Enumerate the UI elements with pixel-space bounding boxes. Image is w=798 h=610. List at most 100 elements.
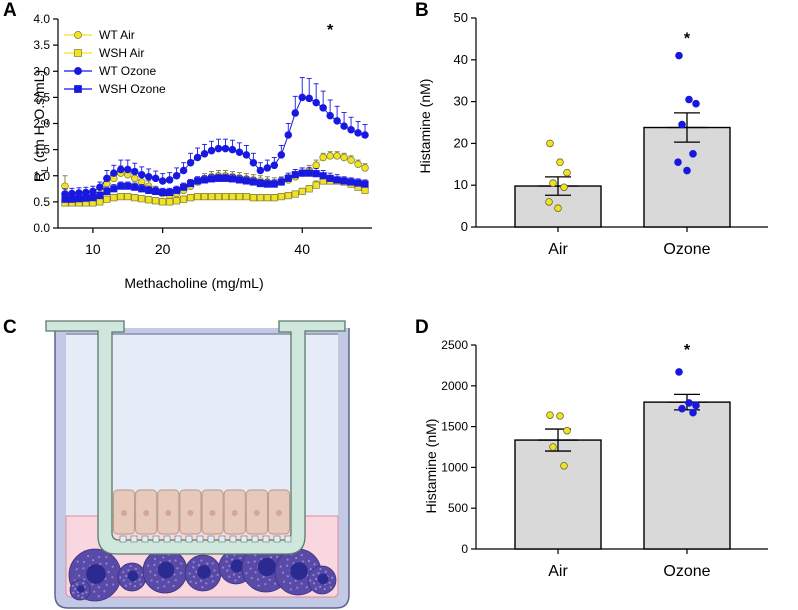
data-point xyxy=(228,145,237,154)
data-point xyxy=(361,131,369,139)
y-tick-label: 500 xyxy=(448,501,468,515)
granule xyxy=(161,578,164,581)
epithelial-nucleus xyxy=(209,510,216,516)
granule xyxy=(268,578,271,581)
y-tick-label: 1.5 xyxy=(33,143,50,157)
granule xyxy=(81,592,84,595)
data-point xyxy=(305,169,313,177)
data-point xyxy=(235,193,243,201)
data-point xyxy=(675,368,683,376)
granule xyxy=(317,572,320,575)
granule xyxy=(234,579,237,582)
data-point xyxy=(221,144,230,153)
granule xyxy=(309,579,312,582)
granule xyxy=(228,575,231,578)
pore xyxy=(229,535,237,543)
mast-cell-nucleus xyxy=(86,564,106,584)
data-point xyxy=(312,98,320,107)
granule xyxy=(105,583,108,586)
mast-cell xyxy=(117,562,147,592)
data-point xyxy=(354,129,362,137)
data-point xyxy=(291,109,299,117)
granule xyxy=(211,562,214,565)
panel-label-c: C xyxy=(3,317,17,338)
y-tick-label: 50 xyxy=(454,10,468,25)
significance-star: * xyxy=(327,22,334,39)
pore xyxy=(196,535,204,543)
granule xyxy=(329,586,332,589)
data-point xyxy=(179,166,188,175)
data-point xyxy=(291,190,299,198)
data-point xyxy=(277,151,286,159)
panel-c-transwell-diagram xyxy=(45,320,350,609)
data-point xyxy=(298,93,306,102)
data-point xyxy=(685,95,693,104)
y-tick-label: 1000 xyxy=(441,460,468,474)
data-point xyxy=(361,180,369,188)
granule xyxy=(247,561,250,564)
data-point xyxy=(263,194,271,202)
granule xyxy=(226,569,229,572)
data-point xyxy=(361,164,369,172)
granule xyxy=(147,564,150,567)
data-point xyxy=(242,151,251,159)
data-point xyxy=(103,174,111,183)
data-point xyxy=(354,179,362,187)
granule xyxy=(269,556,273,559)
granule xyxy=(154,573,157,577)
y-tick-label: 0 xyxy=(461,219,468,234)
granule xyxy=(162,556,165,559)
mast-cell xyxy=(142,548,188,594)
data-point xyxy=(256,180,264,188)
pore xyxy=(207,535,215,543)
granule xyxy=(245,572,248,575)
granule xyxy=(238,575,241,579)
granule xyxy=(309,568,312,571)
granule xyxy=(286,558,289,561)
data-point xyxy=(131,167,139,176)
y-tick-label: 20 xyxy=(454,135,468,150)
granule xyxy=(253,560,256,563)
data-point xyxy=(89,187,97,196)
granule xyxy=(231,558,234,561)
data-point xyxy=(270,180,278,188)
granule xyxy=(283,580,286,583)
data-point xyxy=(298,169,306,177)
data-point xyxy=(82,194,90,202)
data-point xyxy=(689,408,697,417)
data-point xyxy=(284,192,292,200)
granule xyxy=(85,591,88,594)
data-point xyxy=(159,188,167,197)
data-point xyxy=(242,177,250,185)
granule xyxy=(315,577,318,581)
granule xyxy=(264,583,267,586)
granule xyxy=(133,584,136,588)
y-axis-label: RL (cm H2O.s/mL) xyxy=(31,70,51,182)
data-point xyxy=(110,185,118,193)
epithelial-cell xyxy=(135,489,158,535)
granule xyxy=(239,556,242,560)
granule xyxy=(172,584,175,587)
granule xyxy=(111,565,114,568)
granule xyxy=(319,585,322,589)
panel-a-line-chart: 0.0 0.5 1.0 1.5 2.0 2.5 3.0 3.5 4.0 10 20 40 WT Ai… xyxy=(31,12,372,291)
data-point xyxy=(291,171,299,179)
granule xyxy=(107,570,110,574)
data-point xyxy=(298,187,306,195)
granule xyxy=(312,573,315,577)
data-point xyxy=(200,150,209,158)
granule xyxy=(276,555,279,558)
mast-cell-nucleus xyxy=(157,561,175,579)
granule xyxy=(273,582,277,585)
epithelial-cell xyxy=(223,489,246,535)
data-point xyxy=(347,156,355,164)
mast-cell-nucleus xyxy=(197,565,211,579)
granule xyxy=(122,570,125,574)
granule xyxy=(225,560,228,563)
granule xyxy=(82,581,85,585)
granule xyxy=(75,568,78,571)
data-point xyxy=(173,197,181,205)
data-point xyxy=(333,176,341,184)
data-point xyxy=(270,194,278,202)
